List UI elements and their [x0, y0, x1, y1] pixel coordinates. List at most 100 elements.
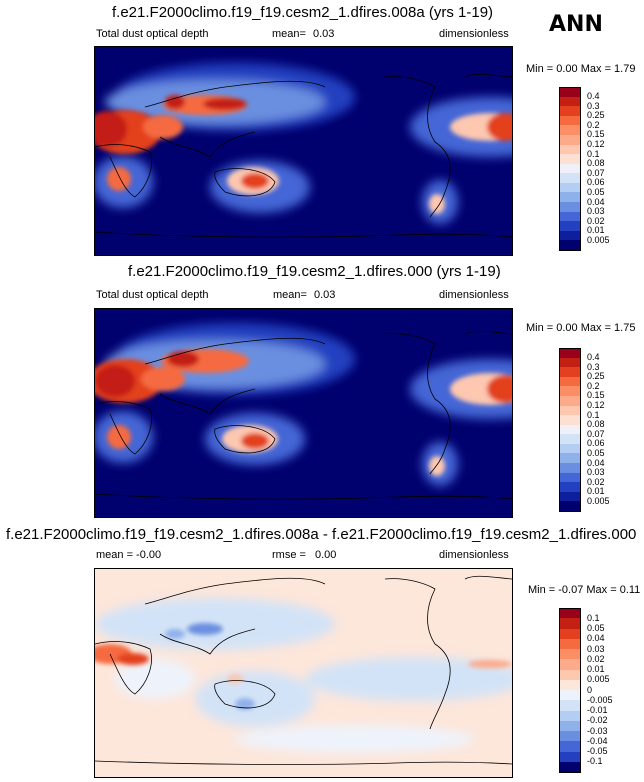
colorbar-swatch [559, 96, 581, 107]
colorbar-tick-label: -0.1 [587, 756, 603, 767]
colorbar-swatch [559, 386, 581, 396]
colorbar-swatch [559, 348, 581, 359]
colorbar-tick-label: 0.05 [587, 447, 605, 458]
colorbar-swatch [559, 405, 581, 416]
colorbar-tick-label: 0.15 [587, 390, 605, 401]
colorbar-tick-label: 0.04 [587, 196, 605, 207]
panel2-mean-value: 0.03 [314, 289, 336, 301]
colorbar-swatch [559, 443, 581, 454]
panel1-map-svg [95, 47, 512, 255]
colorbar-swatch [559, 649, 581, 660]
colorbar-swatch [559, 106, 581, 116]
colorbar-swatch [559, 424, 581, 435]
colorbar-swatch [559, 154, 581, 164]
panel1-mean-value: 0.03 [313, 28, 335, 40]
colorbar-tick-label: 0.15 [587, 129, 605, 140]
colorbar-tick-label: -0.03 [587, 725, 608, 736]
colorbar-swatch [559, 134, 581, 145]
colorbar-tick-label: 0.08 [587, 158, 605, 169]
colorbar-tick-label: 0.2 [587, 380, 600, 391]
colorbar-tick-label: 0.3 [587, 361, 600, 372]
colorbar-swatch [559, 202, 581, 212]
colorbar-tick-label: 0.25 [587, 371, 605, 382]
colorbar-tick-label: 0.005 [587, 495, 610, 506]
colorbar-tick-label: -0.05 [587, 746, 608, 756]
colorbar-swatch [559, 395, 581, 406]
colorbar-swatch [559, 367, 581, 377]
colorbar-tick-label: 0.05 [587, 186, 605, 197]
colorbar-tick-label: 0 [587, 684, 593, 695]
colorbar-tick-label: 0.12 [587, 139, 605, 150]
colorbar-swatch [559, 87, 581, 98]
colorbar-swatch [559, 472, 581, 483]
colorbar-swatch [559, 491, 581, 502]
panel2-map [94, 308, 513, 518]
colorbar-swatch [559, 125, 581, 135]
colorbar-swatch [559, 482, 581, 492]
colorbar-swatch [559, 741, 581, 752]
colorbar-swatch [559, 638, 581, 649]
colorbar-swatch [559, 376, 581, 387]
colorbar-swatch [559, 628, 581, 639]
colorbar-swatch [559, 618, 581, 629]
colorbar-swatch [559, 751, 581, 762]
panel3-title: f.e21.F2000climo.f19_f19.cesm2_1.dfires.… [6, 526, 637, 543]
colorbar-tick-label: -0.01 [587, 705, 608, 715]
panel3-rmse-label: rmse = [272, 549, 306, 561]
colorbar-swatch [559, 690, 581, 701]
colorbar-tick-label: -0.04 [587, 735, 608, 746]
panel1-title: f.e21.F2000climo.f19_f19.cesm2_1.dfires.… [112, 4, 494, 21]
panel3-minmax: Min = -0.07 Max = 0.11 [528, 584, 641, 596]
colorbar-swatch [559, 501, 581, 512]
colorbar-swatch [559, 163, 581, 174]
colorbar-tick-label: 0.005 [587, 674, 610, 685]
panel1-minmax: Min = 0.00 Max = 1.79 [526, 63, 636, 75]
colorbar-swatch [559, 710, 581, 721]
colorbar-swatch [559, 221, 581, 231]
colorbar-tick-label: 0.01 [587, 664, 605, 674]
colorbar-tick-label: 0.06 [587, 177, 605, 188]
colorbar-swatch [559, 463, 581, 473]
colorbar-tick-label: 0.25 [587, 110, 605, 121]
colorbar-tick-label: 0.1 [587, 409, 600, 420]
colorbar-swatch [559, 453, 581, 464]
colorbar-swatch [559, 415, 581, 425]
colorbar-swatch [559, 731, 581, 742]
colorbar-swatch [559, 679, 581, 690]
colorbar-swatch [559, 669, 581, 680]
colorbar-tick-label: 0.02 [587, 215, 605, 226]
colorbar-tick-label: 0.1 [587, 612, 600, 623]
colorbar-swatch [559, 144, 581, 155]
colorbar-swatch [559, 182, 581, 193]
colorbar-swatch [559, 115, 581, 126]
colorbar-tick-label: 0.3 [587, 100, 600, 111]
colorbar-tick-label: 0.04 [587, 457, 605, 468]
colorbar-tick-label: 0.4 [587, 352, 600, 363]
panel2-units: dimensionless [439, 289, 509, 301]
colorbar-tick-label: 0.005 [587, 234, 610, 245]
colorbar-tick-label: 0.07 [587, 167, 605, 178]
panel3-mean-label: mean = -0.00 [96, 549, 162, 561]
colorbar-swatch [559, 434, 581, 444]
colorbar-tick-label: 0.01 [587, 486, 605, 497]
colorbar-swatch [559, 211, 581, 222]
colorbar-tick-label: 0.01 [587, 225, 605, 236]
colorbar-tick-label: 0.4 [587, 91, 600, 102]
colorbar-swatch [559, 230, 581, 241]
colorbar-tick-label: 0.2 [587, 119, 600, 130]
colorbar-tick-label: 0.03 [587, 206, 605, 217]
panel3-rmse-value: 0.00 [315, 549, 337, 561]
colorbar-swatch [559, 720, 581, 731]
colorbar-tick-label: 0.07 [587, 428, 605, 439]
panel1-mean-label: mean= [272, 28, 306, 40]
colorbar-swatch [559, 700, 581, 711]
panel2-minmax: Min = 0.00 Max = 1.75 [526, 322, 636, 334]
colorbar-tick-label: -0.02 [587, 715, 608, 726]
colorbar-swatch [559, 240, 581, 251]
panel1-variable-label: Total dust optical depth [96, 28, 209, 40]
panel2-variable-label: Total dust optical depth [96, 289, 209, 301]
panel3-units: dimensionless [439, 549, 509, 561]
colorbar-swatch [559, 659, 581, 670]
colorbar-swatch [559, 192, 581, 203]
panel2-map-svg [95, 309, 512, 517]
